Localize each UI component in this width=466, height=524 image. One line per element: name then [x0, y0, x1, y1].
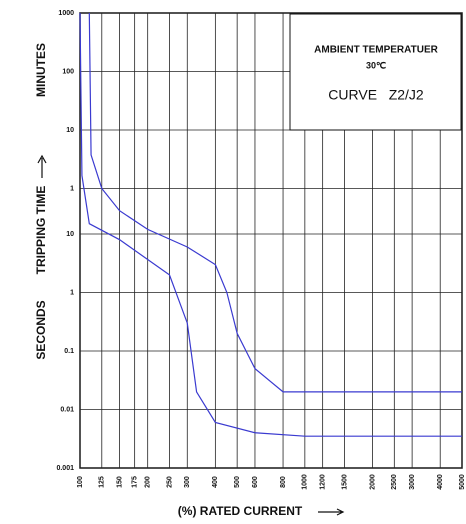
x-tick-label: 100: [77, 476, 84, 488]
y-arrow: [37, 154, 47, 178]
annotation: 30℃: [366, 60, 386, 70]
x-tick-label: 150: [116, 476, 123, 488]
y-unit-lower: SECONDS: [34, 300, 48, 359]
y-tick-label: 0.001: [56, 465, 74, 472]
y-tick-label: 0.01: [60, 406, 74, 413]
annotation-box: [289, 13, 462, 131]
x-tick-label: 2500: [391, 474, 398, 490]
x-tick-label: 800: [280, 476, 287, 488]
x-tick-label: 250: [166, 476, 173, 488]
y-tick-label: 1: [70, 185, 74, 192]
curve: [79, 12, 462, 437]
x-tick-label: 125: [99, 476, 106, 488]
x-tick-label: 600: [252, 476, 259, 488]
curve: [88, 12, 462, 393]
x-arrow: [318, 508, 345, 516]
x-tick-label: 2000: [369, 474, 376, 490]
x-tick-label: 500: [234, 476, 241, 488]
x-tick-label: 1000: [302, 474, 309, 490]
annotation: AMBIENT TEMPERATUER: [314, 45, 438, 56]
x-tick-label: 175: [131, 476, 138, 488]
x-tick-label: 1200: [319, 474, 326, 490]
x-tick-label: 300: [184, 476, 191, 488]
y-tick-label: 10: [66, 127, 74, 134]
x-axis-label: (%) RATED CURRENT: [178, 504, 303, 518]
x-tick-label: 4000: [437, 474, 444, 490]
y-tick-label: 1: [70, 289, 74, 296]
x-tick-label: 200: [145, 476, 152, 488]
y-tick-label: 100: [62, 68, 74, 75]
x-tick-label: 1500: [341, 474, 348, 490]
y-axis-label: TRIPPING TIME: [34, 186, 48, 275]
y-tick-label: 0.1: [64, 348, 74, 355]
annotation: CURVE Z2/J2: [328, 87, 424, 103]
x-tick-label: 3000: [409, 474, 416, 490]
x-tick-label: 400: [212, 476, 219, 488]
y-tick-label: 1000: [58, 10, 74, 17]
y-tick-label: 10: [66, 231, 74, 238]
y-unit-upper: MINUTES: [34, 43, 48, 97]
x-tick-label: 5000: [459, 474, 466, 490]
